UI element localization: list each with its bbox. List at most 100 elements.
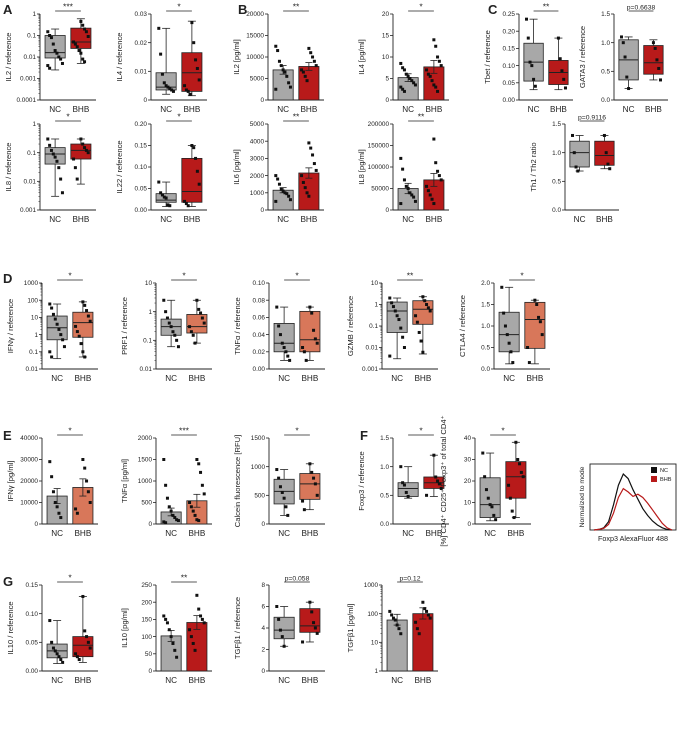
- data-point: [173, 516, 177, 520]
- box-nc: [386, 301, 408, 333]
- y-tick-label: 1: [148, 309, 152, 316]
- panel-label-b: B: [238, 2, 247, 17]
- data-point: [401, 167, 405, 171]
- data-point: [193, 341, 197, 345]
- y-tick-label: 1: [32, 11, 36, 18]
- data-point: [277, 324, 281, 328]
- data-point: [184, 202, 188, 206]
- y-axis-label: TGFβ1 / reference: [233, 597, 242, 659]
- y-tick-label: 15000: [246, 33, 264, 40]
- data-point: [79, 137, 83, 141]
- data-point: [74, 507, 78, 511]
- data-point: [283, 191, 287, 195]
- data-point: [195, 593, 199, 597]
- panel-label-c: C: [488, 2, 498, 17]
- y-tick-label: 1000: [250, 190, 265, 197]
- x-category-bhb: BHB: [72, 215, 89, 224]
- y-tick-label: 10: [464, 500, 472, 507]
- x-category-nc: NC: [402, 215, 414, 224]
- data-point: [202, 492, 206, 496]
- data-point: [620, 35, 624, 39]
- data-point: [55, 159, 59, 163]
- y-tick-label: 500: [254, 493, 265, 500]
- data-point: [50, 306, 54, 310]
- data-point: [505, 333, 509, 337]
- data-point: [60, 191, 64, 195]
- y-tick-label: 20000: [20, 478, 38, 485]
- data-point: [275, 468, 279, 472]
- chart-g1: 0.00 0.05 0.10 0.15 IL10 / reference NC BHB *: [6, 573, 98, 685]
- data-point: [301, 640, 305, 644]
- data-point: [51, 646, 55, 650]
- data-point: [313, 482, 317, 486]
- data-point: [302, 350, 306, 354]
- y-tick-label: 0: [261, 668, 265, 675]
- data-point: [436, 479, 440, 483]
- y-tick-label: 0.08: [253, 297, 266, 304]
- x-category-nc: NC: [402, 105, 414, 114]
- histogram-y-label: Normalized to mode: [579, 466, 586, 527]
- data-point: [310, 470, 314, 474]
- data-point: [79, 342, 83, 346]
- y-tick-label: 0.10: [253, 280, 266, 287]
- data-point: [79, 51, 83, 55]
- data-point: [301, 346, 305, 349]
- data-point: [518, 462, 522, 466]
- data-point: [404, 72, 408, 76]
- y-tick-label: 100: [27, 297, 38, 304]
- data-point: [81, 594, 85, 598]
- y-tick-label: 0.05: [503, 80, 516, 87]
- data-point: [51, 490, 55, 494]
- y-tick-label: 1: [34, 332, 38, 339]
- data-point: [425, 68, 429, 72]
- data-point: [412, 81, 416, 85]
- data-point: [278, 333, 282, 337]
- data-point: [651, 41, 655, 45]
- data-point: [314, 64, 318, 68]
- data-point: [88, 319, 92, 323]
- data-point: [402, 346, 406, 349]
- data-point: [419, 339, 423, 343]
- x-category-bhb: BHB: [425, 105, 442, 114]
- y-tick-label: 0: [467, 521, 471, 528]
- data-point: [509, 350, 513, 354]
- data-point: [426, 72, 430, 76]
- data-point: [310, 610, 314, 614]
- chart-d5: 0.0 0.5 1.0 1.5 2.0 CTLA4 / reference NC BHB *: [458, 271, 550, 383]
- y-tick-label: 0: [261, 521, 265, 528]
- data-point: [390, 301, 394, 305]
- data-point: [307, 46, 311, 50]
- y-axis-label: Calcein fluorescence [RFU]: [233, 435, 242, 527]
- y-tick-label: 0.20: [503, 28, 516, 35]
- data-point: [284, 505, 288, 509]
- data-point: [439, 486, 443, 490]
- chart-b4: 0 50000 100000 150000 200000 IL8 [pg/ml] NC BHB…: [357, 112, 449, 224]
- y-tick-label: 1.5: [601, 11, 610, 18]
- x-category-nc: NC: [49, 105, 61, 114]
- data-point: [190, 21, 194, 25]
- y-tick-label: 0.1: [27, 150, 36, 157]
- data-point: [410, 193, 414, 197]
- data-point: [488, 503, 492, 507]
- y-tick-label: 20: [382, 11, 390, 18]
- x-category-bhb: BHB: [183, 105, 200, 114]
- y-tick-label: 150000: [368, 143, 390, 150]
- data-point: [309, 51, 313, 55]
- data-point: [59, 658, 63, 662]
- y-tick-label: 1500: [138, 457, 153, 464]
- data-point: [168, 204, 172, 208]
- data-point: [393, 309, 397, 313]
- y-tick-label: 0.01: [366, 345, 379, 352]
- data-point: [186, 89, 190, 93]
- data-point: [312, 328, 316, 332]
- data-point: [61, 660, 65, 664]
- y-axis-label: IL10 [pg/ml]: [120, 608, 129, 648]
- x-category-nc: NC: [402, 529, 414, 538]
- y-tick-label: 0.10: [503, 63, 516, 70]
- y-axis-label: Th1 / Th2 ratio: [529, 142, 538, 191]
- y-tick-label: 0.001: [20, 76, 36, 83]
- data-point: [197, 78, 201, 82]
- panel-label-f: F: [360, 428, 368, 443]
- x-category-nc: NC: [278, 676, 290, 685]
